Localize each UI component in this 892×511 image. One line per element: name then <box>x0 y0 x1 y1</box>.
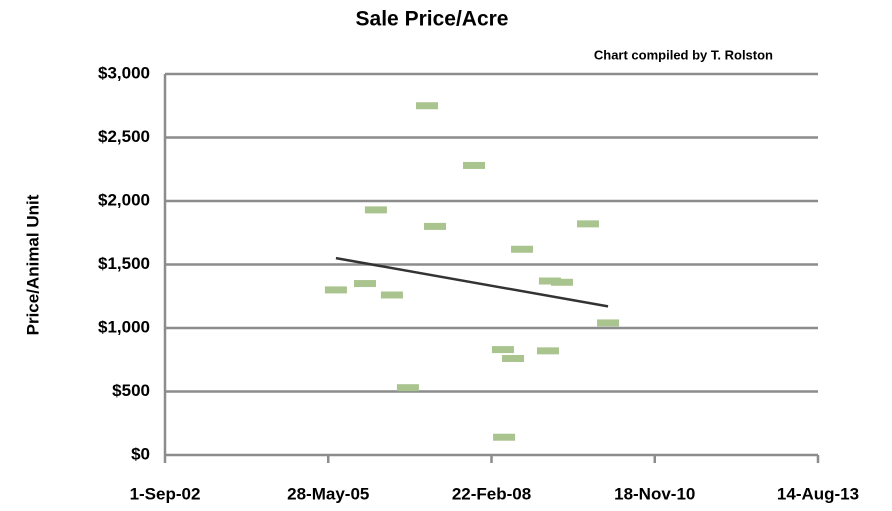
data-point <box>551 278 574 286</box>
x-tick-label: 28-May-05 <box>287 484 369 503</box>
y-tick-label: $2,500 <box>98 127 150 146</box>
y-tick-label: $0 <box>131 444 150 463</box>
data-point <box>380 291 403 299</box>
chart-subtitle: Chart compiled by T. Rolston <box>594 47 773 62</box>
x-tick-label: 1-Sep-02 <box>130 484 201 503</box>
data-point <box>597 319 620 327</box>
data-point <box>416 102 439 110</box>
chart-title: Sale Price/Acre <box>356 8 509 31</box>
data-point <box>396 384 419 392</box>
data-point <box>493 433 516 441</box>
data-point <box>463 161 486 169</box>
data-point <box>502 354 525 362</box>
x-tick-label: 18-Nov-10 <box>614 484 695 503</box>
data-point <box>364 206 387 214</box>
y-tick-label: $1,500 <box>98 254 150 273</box>
y-tick-label: $1,000 <box>98 317 150 336</box>
data-point <box>424 222 447 230</box>
data-point <box>538 277 561 285</box>
x-tick-label: 14-Aug-13 <box>777 484 859 503</box>
y-axis-label: Price/Animal Unit <box>23 194 42 335</box>
data-point <box>491 346 514 354</box>
x-tick-label: 22-Feb-08 <box>452 484 531 503</box>
data-point <box>511 245 534 253</box>
data-point <box>324 286 347 294</box>
y-tick-label: $500 <box>112 381 150 400</box>
y-tick-label: $2,000 <box>98 190 150 209</box>
data-point <box>576 220 599 228</box>
data-point <box>536 347 559 355</box>
y-tick-label: $3,000 <box>98 63 150 82</box>
trendline <box>335 256 609 308</box>
data-point <box>353 280 376 288</box>
